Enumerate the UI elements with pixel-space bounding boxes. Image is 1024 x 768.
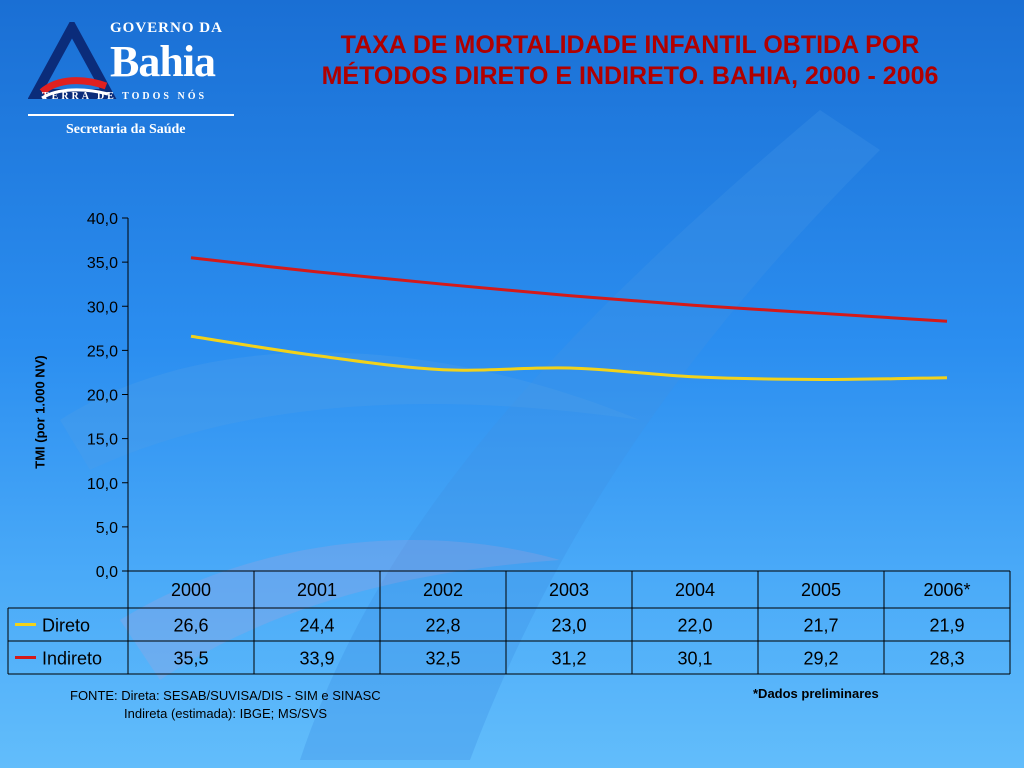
y-tick-label: 30,0 <box>87 299 118 316</box>
y-tick-label: 0,0 <box>96 564 118 581</box>
x-category-label: 2003 <box>549 580 589 600</box>
table-value-indireto: 30,1 <box>677 649 712 669</box>
logo-triangle-icon <box>28 22 117 100</box>
source-line-2: Indireta (estimada): IBGE; MS/SVS <box>124 706 328 721</box>
legend-label-indireto: Indireto <box>42 649 102 669</box>
table-value-indireto: 32,5 <box>425 649 460 669</box>
logo-name: Bahia <box>110 37 216 86</box>
legend-label-direto: Direto <box>42 616 90 636</box>
y-tick-label: 35,0 <box>87 255 118 272</box>
x-category-label: 2006* <box>923 580 970 600</box>
y-tick-label: 15,0 <box>87 432 118 449</box>
y-tick-label: 20,0 <box>87 388 118 405</box>
y-tick-label: 10,0 <box>87 476 118 493</box>
y-tick-label: 40,0 <box>87 211 118 228</box>
table-value-direto: 23,0 <box>551 616 586 636</box>
table-value-indireto: 29,2 <box>803 649 838 669</box>
source-line-1: FONTE: Direta: SESAB/SUVISA/DIS - SIM e … <box>70 688 381 703</box>
table-value-direto: 22,0 <box>677 616 712 636</box>
table-value-direto: 24,4 <box>299 616 334 636</box>
table-value-direto: 26,6 <box>173 616 208 636</box>
y-tick-label: 5,0 <box>96 520 118 537</box>
table-value-direto: 21,7 <box>803 616 838 636</box>
source-note: FONTE: Direta: SESAB/SUVISA/DIS - SIM e … <box>70 688 381 721</box>
y-tick-label: 25,0 <box>87 343 118 360</box>
title-line-2: MÉTODOS DIRETO E INDIRETO. BAHIA, 2000 -… <box>321 62 939 90</box>
table-value-indireto: 35,5 <box>173 649 208 669</box>
x-category-label: 2001 <box>297 580 337 600</box>
table-value-indireto: 33,9 <box>299 649 334 669</box>
table-value-indireto: 28,3 <box>929 649 964 669</box>
title-line-1: TAXA DE MORTALIDADE INFANTIL OBTIDA POR <box>340 31 920 59</box>
governo-bahia-logo: GOVERNO DA Bahia TERRA DE TODOS NÓS Secr… <box>28 14 243 144</box>
x-category-label: 2000 <box>171 580 211 600</box>
x-category-label: 2002 <box>423 580 463 600</box>
logo-top-text: GOVERNO DA <box>110 20 223 36</box>
footnote: *Dados preliminares <box>753 686 879 701</box>
table-value-direto: 21,9 <box>929 616 964 636</box>
page-title: TAXA DE MORTALIDADE INFANTIL OBTIDA POR … <box>260 30 1000 92</box>
x-category-label: 2005 <box>801 580 841 600</box>
series-line-indireto <box>190 256 948 323</box>
logo-tagline: TERRA DE TODOS NÓS <box>42 91 208 102</box>
logo-subtitle: Secretaria da Saúde <box>66 122 186 137</box>
series-line-direto <box>190 334 948 381</box>
table-value-direto: 22,8 <box>425 616 460 636</box>
x-category-label: 2004 <box>675 580 715 600</box>
table-value-indireto: 31,2 <box>551 649 586 669</box>
logo-divider <box>28 114 234 116</box>
